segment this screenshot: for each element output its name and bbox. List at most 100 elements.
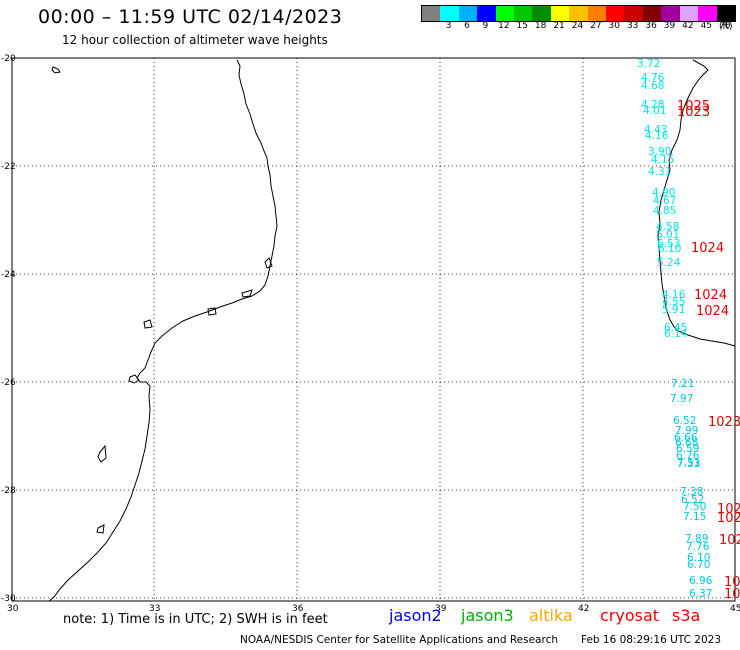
- pressure-reading: 1025: [677, 99, 710, 114]
- wave-height-reading: 4.58: [656, 221, 679, 233]
- longitude-label: 39: [435, 604, 447, 614]
- scale-swatch: [606, 6, 625, 21]
- map-frame: [11, 57, 736, 602]
- wave-height-reading: 7.50: [683, 501, 706, 513]
- longitude-label: 30: [7, 604, 19, 614]
- wave-height-reading: 4.28: [641, 99, 664, 111]
- wave-height-reading: 7.99: [675, 425, 698, 437]
- wave-height-reading: 4.16: [662, 289, 686, 301]
- wave-height-reading: 7.51: [677, 457, 700, 469]
- wave-height-reading: 5.91: [662, 304, 685, 316]
- wave-height-reading: 3.72: [637, 58, 660, 70]
- latitude-label: -26: [1, 378, 16, 388]
- wave-height-reading: 4.90: [652, 187, 675, 199]
- longitude-labels: 30 33 36 39 42 45: [7, 604, 740, 614]
- scale-label: 9: [482, 21, 489, 31]
- wave-height-reading: 6.70: [687, 559, 710, 571]
- note-text: note: 1) Time is in UTC; 2) SWH is in fe…: [63, 612, 328, 627]
- scale-label: 45: [700, 21, 713, 31]
- scale-label: 3: [445, 21, 452, 31]
- wave-height-reading: 6.53: [657, 238, 680, 250]
- pressure-reading: 102: [717, 502, 740, 517]
- pressure-reading: 1023: [708, 415, 740, 430]
- scale-swatch: [698, 6, 717, 21]
- pressure-reading: 102: [719, 533, 740, 548]
- wave-height-reading: 5.24: [657, 257, 681, 269]
- longitude-label: 36: [292, 604, 304, 614]
- wave-height-reading: 3.90: [648, 146, 671, 158]
- scale-label: 18: [534, 21, 547, 31]
- wave-height-reading: 6.52: [681, 494, 704, 506]
- scale-swatch: [514, 6, 533, 21]
- scale-label: 33: [626, 21, 639, 31]
- scale-label: 6: [464, 21, 470, 31]
- wave-height-reading: 6.45: [664, 322, 687, 334]
- scale-swatch: [679, 6, 699, 21]
- wave-height-reading: 4.01: [643, 105, 666, 117]
- scale-swatch: [440, 6, 459, 21]
- wave-height-reading: 4.55: [662, 296, 685, 308]
- scale-label: 36: [645, 21, 657, 31]
- scale-label: 27: [590, 21, 602, 31]
- wave-height-reading: 7.76: [686, 541, 710, 553]
- generated-timestamp: Feb 16 08:29:16 UTC 2023: [581, 634, 721, 646]
- pressure-reading: 10: [724, 587, 740, 602]
- latitude-label: -22: [1, 162, 16, 172]
- wave-height-reading: 4.31: [648, 166, 671, 178]
- wave-height-reading: 6.52: [673, 415, 696, 427]
- chart-title: 00:00 – 11:59 UTC 02/14/2023: [38, 6, 343, 28]
- scale-swatch: [624, 6, 643, 21]
- scale-swatch: [642, 6, 662, 21]
- scale-label: 42: [682, 21, 694, 31]
- scale-label: 21: [553, 21, 565, 31]
- pressure-reading: 102: [717, 511, 740, 526]
- color-scale-labels: 036912151821242730333639424570: [421, 21, 734, 31]
- color-scale-bar: [421, 5, 736, 22]
- longitude-label: 33: [149, 604, 160, 614]
- longitude-label: 42: [578, 604, 589, 614]
- wave-height-reading: 4.85: [653, 205, 676, 217]
- scale-label: 24: [571, 21, 584, 31]
- scale-unit: (ft): [719, 22, 733, 32]
- scale-swatch: [532, 6, 551, 21]
- latitude-label: -30: [1, 594, 16, 604]
- coastline: [48, 59, 736, 602]
- wave-height-reading: 6.59: [676, 443, 699, 455]
- credit-text: NOAA/NESDIS Center for Satellite Applica…: [240, 634, 558, 646]
- scale-swatch: [477, 6, 496, 21]
- scale-label: 15: [516, 21, 528, 31]
- pressure-reading: 1024: [694, 288, 727, 303]
- legend-jason3: jason3: [461, 606, 514, 625]
- longitude-label: 45: [730, 604, 740, 614]
- wave-height-reading: 6.10: [658, 243, 681, 255]
- wave-height-reading: 4.15: [651, 154, 674, 166]
- scale-label: 12: [498, 21, 510, 31]
- wave-height-reading: 6.14: [664, 328, 688, 340]
- wave-height-reading: 7.97: [670, 393, 693, 405]
- wave-height-reading: 7.89: [685, 533, 708, 545]
- wave-height-reading: 7.21: [671, 378, 694, 390]
- legend-jason2: jason2: [389, 606, 442, 625]
- wave-height-reading: 7.38: [680, 486, 703, 498]
- wave-height-reading: 6.68: [675, 437, 698, 449]
- legend-s3a: s3a: [672, 606, 701, 625]
- wave-height-readings: 3.72 4.764.68 4.284.01 4.43 4.16 3.904.154.31…: [637, 58, 713, 600]
- scale-swatch: [458, 6, 478, 21]
- scale-swatch: [550, 6, 570, 21]
- wave-height-reading: 4.76: [641, 72, 665, 84]
- latitude-label: -20: [1, 54, 16, 64]
- chart-subtitle: 12 hour collection of altimeter wave hei…: [62, 33, 328, 47]
- wave-height-reading: 6.96: [689, 575, 713, 587]
- scale-label: 70: [718, 21, 731, 31]
- wave-height-reading: 6.66: [674, 432, 698, 444]
- latitude-labels: -20 -22 -24 -26 -28 -30: [1, 54, 16, 604]
- pressure-reading: 1023: [677, 105, 710, 120]
- wave-height-reading: 4.68: [641, 80, 664, 92]
- wave-height-reading: 6.76: [676, 450, 700, 462]
- pressure-reading: 10: [724, 575, 740, 590]
- wave-height-reading: 7.33: [677, 458, 700, 470]
- wave-height-reading: 4.43: [644, 124, 667, 136]
- scale-swatch: [422, 6, 441, 21]
